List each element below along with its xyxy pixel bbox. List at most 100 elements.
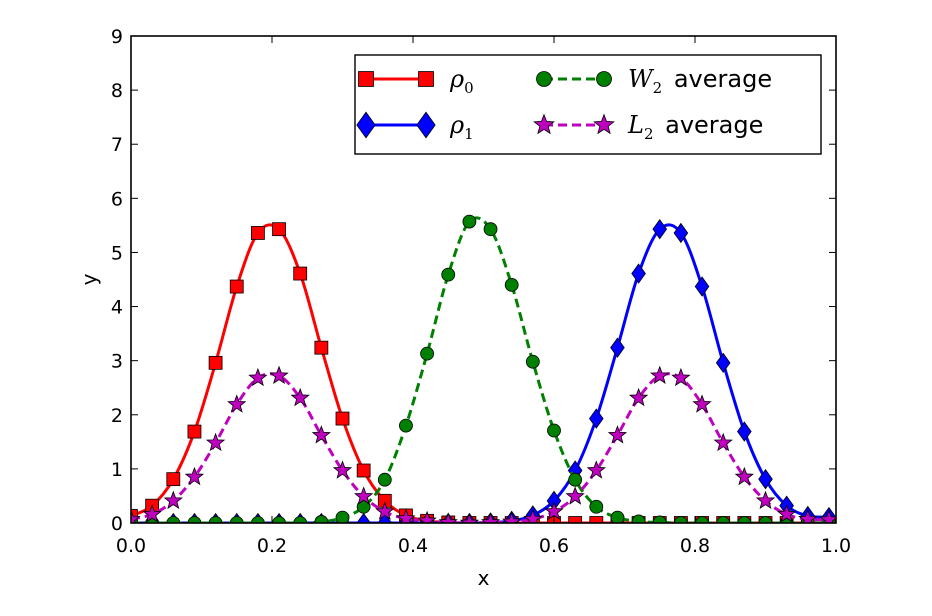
data-point-rho1-12 bbox=[377, 512, 393, 523]
plot-frame bbox=[130, 35, 837, 524]
x-tick-label: 0.2 bbox=[257, 535, 287, 557]
legend: ρ0 ρ1 W2 average L2 average bbox=[354, 54, 822, 155]
y-tick-label: 2 bbox=[111, 405, 123, 427]
data-point-w2-average-17 bbox=[483, 222, 498, 237]
data-point-l2-average-0 bbox=[131, 509, 141, 523]
legend-label-rho0: ρ0 bbox=[449, 65, 474, 97]
data-point-rho1-11 bbox=[356, 512, 371, 523]
x-tick-label: 0.6 bbox=[539, 535, 569, 557]
data-point-rho0-3 bbox=[187, 424, 202, 439]
data-point-w2-average-5 bbox=[229, 516, 244, 523]
data-point-w2-average-10 bbox=[335, 510, 350, 523]
data-point-l2-average-25 bbox=[650, 365, 670, 385]
data-point-w2-average-4 bbox=[208, 516, 223, 523]
data-point-w2-average-23 bbox=[610, 510, 625, 523]
data-point-rho0-8 bbox=[293, 266, 308, 281]
data-point-l2-average-23 bbox=[607, 425, 628, 444]
y-tick-label: 4 bbox=[111, 297, 123, 319]
legend-entry-w2-average: W2 average bbox=[536, 65, 772, 97]
data-point-l2-average-15 bbox=[438, 512, 458, 523]
data-point-l2-average-3 bbox=[184, 466, 205, 486]
data-point-l2-average-14 bbox=[417, 510, 437, 523]
data-point-w2-average-16 bbox=[462, 214, 477, 229]
data-point-l2-average-27 bbox=[692, 394, 712, 413]
legend-entry-rho0: ρ0 bbox=[358, 65, 474, 97]
legend-marker-end-rho1 bbox=[416, 111, 436, 139]
data-point-w2-average-9 bbox=[314, 515, 329, 523]
y-tick-label: 0 bbox=[111, 513, 123, 535]
legend-marker-end-w2-average bbox=[596, 71, 612, 87]
series-line-l2-average bbox=[131, 372, 829, 523]
data-point-l2-average-29 bbox=[734, 466, 754, 486]
x-axis-label: x bbox=[478, 566, 490, 590]
data-point-l2-average-18 bbox=[502, 511, 522, 523]
data-point-l2-average-7 bbox=[269, 365, 289, 385]
legend-marker-start-l2-average bbox=[533, 113, 555, 135]
data-point-rho0-22 bbox=[589, 516, 604, 523]
legend-entry-rho1: ρ1 bbox=[356, 111, 474, 143]
series-line-w2-average bbox=[131, 216, 829, 523]
data-point-w2-average-14 bbox=[420, 346, 435, 361]
data-point-l2-average-24 bbox=[628, 387, 649, 407]
data-point-l2-average-1 bbox=[142, 504, 162, 523]
data-point-rho1-29 bbox=[737, 421, 752, 442]
data-point-rho1-30 bbox=[758, 468, 773, 490]
data-point-l2-average-2 bbox=[163, 490, 183, 510]
data-point-l2-average-32 bbox=[798, 509, 818, 523]
data-point-w2-average-15 bbox=[441, 267, 456, 282]
legend-marker-end-l2-average bbox=[593, 113, 615, 135]
data-point-rho0-7 bbox=[272, 222, 286, 237]
data-point-l2-average-28 bbox=[713, 432, 733, 452]
legend-label-w2-average: W2 average bbox=[628, 65, 772, 97]
data-point-rho0-11 bbox=[356, 463, 371, 478]
y-tick-label: 7 bbox=[111, 134, 123, 156]
data-point-rho0-2 bbox=[166, 472, 181, 487]
y-tick-label: 8 bbox=[111, 80, 123, 102]
x-tick-label: 0.0 bbox=[116, 535, 146, 557]
data-point-w2-average-2 bbox=[166, 516, 181, 523]
data-point-rho1-24 bbox=[631, 263, 646, 284]
legend-marker-end-rho0 bbox=[418, 71, 434, 87]
data-point-l2-average-4 bbox=[205, 432, 226, 452]
data-point-l2-average-31 bbox=[777, 504, 797, 523]
data-point-l2-average-9 bbox=[311, 425, 331, 444]
y-tick-label: 6 bbox=[111, 188, 123, 210]
data-point-rho1-28 bbox=[715, 352, 731, 374]
data-point-l2-average-22 bbox=[586, 460, 606, 479]
data-point-l2-average-30 bbox=[755, 490, 776, 510]
data-point-l2-average-8 bbox=[290, 387, 310, 407]
data-point-w2-average-24 bbox=[631, 514, 646, 523]
legend-label-rho1: ρ1 bbox=[449, 111, 474, 143]
data-point-l2-average-33 bbox=[819, 509, 836, 523]
data-point-l2-average-17 bbox=[480, 512, 501, 523]
data-point-l2-average-11 bbox=[354, 486, 374, 505]
data-point-w2-average-12 bbox=[377, 472, 392, 487]
data-point-l2-average-20 bbox=[544, 501, 564, 520]
data-point-l2-average-16 bbox=[459, 512, 480, 523]
data-point-rho0-21 bbox=[568, 516, 583, 523]
data-point-l2-average-19 bbox=[523, 509, 543, 523]
data-point-rho1-26 bbox=[673, 222, 689, 244]
legend-label-l2-average: L2 average bbox=[627, 111, 763, 143]
data-point-rho0-5 bbox=[229, 279, 244, 294]
data-point-l2-average-5 bbox=[227, 394, 247, 413]
legend-marker-start-rho0 bbox=[358, 71, 374, 87]
series-line-rho0 bbox=[131, 223, 829, 523]
data-point-w2-average-18 bbox=[504, 278, 519, 292]
data-point-rho0-9 bbox=[314, 340, 329, 355]
data-point-w2-average-29 bbox=[737, 516, 752, 523]
data-point-w2-average-7 bbox=[272, 516, 286, 523]
data-point-w2-average-20 bbox=[547, 423, 561, 438]
data-point-w2-average-6 bbox=[251, 516, 265, 523]
x-tick-label: 1.0 bbox=[821, 535, 851, 557]
y-tick-label: 3 bbox=[111, 351, 123, 373]
data-point-w2-average-30 bbox=[758, 516, 773, 523]
data-point-w2-average-22 bbox=[589, 499, 604, 514]
data-point-w2-average-27 bbox=[695, 516, 709, 523]
data-point-w2-average-8 bbox=[293, 516, 308, 523]
data-point-w2-average-19 bbox=[525, 354, 540, 369]
data-point-rho0-10 bbox=[335, 411, 350, 426]
y-tick-label: 9 bbox=[111, 26, 123, 48]
data-point-l2-average-21 bbox=[565, 486, 585, 505]
data-point-w2-average-28 bbox=[716, 516, 731, 523]
